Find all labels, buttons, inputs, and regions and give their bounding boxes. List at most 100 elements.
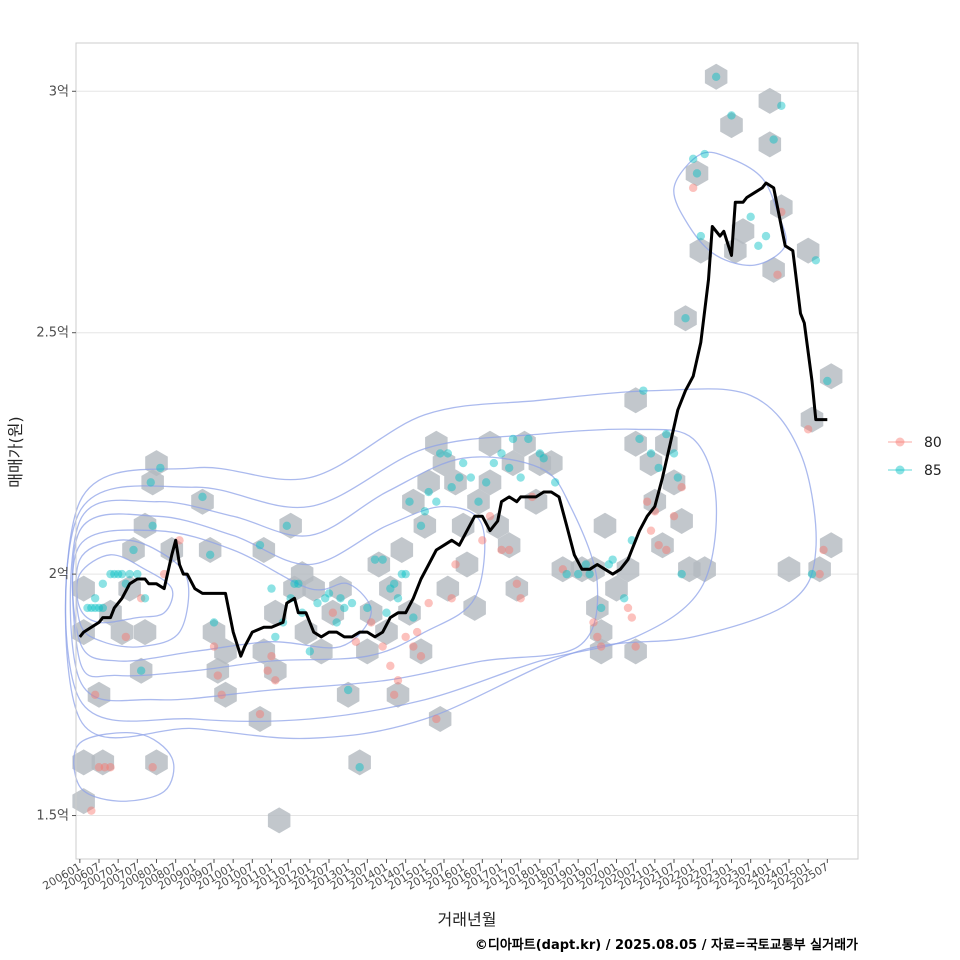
plot-panel-border (75, 42, 859, 860)
hexbin-cell (444, 469, 467, 496)
hexbin-cell (455, 551, 479, 578)
hexbin-cell (141, 469, 164, 496)
hexbin-cell (777, 556, 801, 583)
point-80 (589, 618, 598, 627)
point-85 (639, 386, 648, 395)
point-85 (696, 231, 706, 241)
point-85 (761, 231, 771, 241)
hexbin-cell (206, 657, 230, 684)
point-80 (100, 763, 109, 772)
point-80 (378, 642, 387, 651)
point-85 (823, 376, 832, 386)
point-85 (125, 569, 134, 579)
point-80 (596, 642, 606, 651)
hexbin-cell (796, 237, 820, 264)
point-85 (692, 169, 702, 178)
point-80 (623, 603, 633, 613)
hexbin-cell (731, 218, 755, 245)
point-85 (807, 569, 817, 579)
legend-key-85 (895, 465, 905, 475)
point-85 (746, 212, 755, 222)
hexbin-cell (321, 599, 345, 626)
hexbin-cell (367, 551, 391, 578)
hexbin-cell (413, 512, 437, 539)
point-85 (324, 589, 334, 598)
point-85 (146, 478, 155, 487)
hexbin-cell (428, 706, 452, 732)
point-80 (447, 594, 456, 603)
hexbin-cell (505, 575, 529, 602)
point-80 (516, 594, 525, 603)
point-80 (366, 618, 376, 627)
point-85 (443, 449, 453, 458)
hexbin-cell (616, 556, 640, 583)
y-tick-label: 1.5억 (36, 809, 69, 824)
point-85 (343, 685, 353, 695)
point-85 (581, 560, 591, 569)
hexbin-cell (685, 160, 709, 187)
hexbin-cell (198, 537, 222, 563)
density-contour (69, 456, 599, 702)
hexbin-cell (252, 638, 276, 665)
hexbin-cell (110, 619, 134, 646)
density-contour (71, 529, 372, 662)
point-85 (727, 111, 736, 120)
hexbin-cell (279, 512, 302, 539)
legend-key-80 (895, 437, 905, 447)
point-85 (129, 545, 138, 555)
density-contour (75, 539, 190, 648)
hexbin-cell (693, 556, 716, 583)
hexbin-cell (122, 537, 145, 563)
point-80 (351, 637, 361, 646)
point-85 (267, 584, 276, 593)
point-80 (627, 613, 637, 622)
point-85 (608, 555, 617, 564)
legend: 80 85 (888, 435, 942, 479)
point-85 (474, 497, 483, 506)
point-80 (815, 569, 824, 579)
point-80 (478, 536, 487, 545)
point-80 (593, 632, 602, 642)
point-85 (90, 603, 100, 613)
hexbin-cell (463, 594, 486, 621)
hexbin-cell (624, 638, 647, 665)
point-80 (209, 642, 219, 651)
point-85 (294, 579, 303, 588)
point-85 (535, 449, 545, 458)
point-85 (198, 492, 207, 502)
point-85 (539, 454, 548, 463)
point-80 (217, 690, 226, 700)
point-85 (466, 473, 476, 482)
point-80 (424, 598, 433, 608)
hexbin-cell (417, 469, 440, 496)
hexbin-cell (501, 450, 525, 477)
point-85 (90, 594, 100, 603)
legend-label: 85 (924, 463, 942, 479)
point-85 (94, 603, 104, 613)
point-80 (87, 806, 96, 815)
hexbin-cell (133, 512, 157, 539)
density-contour (64, 428, 718, 723)
point-80 (401, 632, 410, 642)
point-85 (516, 473, 525, 482)
point-85 (688, 154, 698, 164)
hexbin-cell (651, 532, 674, 559)
hexbin-cell (720, 112, 743, 139)
point-85 (811, 256, 821, 265)
point-85 (447, 483, 456, 492)
point-85 (117, 569, 127, 579)
point-80 (136, 594, 146, 603)
point-80 (432, 714, 441, 724)
hexbin-cell (356, 638, 379, 665)
hexbin-cell (129, 657, 153, 684)
point-80 (654, 540, 663, 550)
point-80 (819, 545, 828, 555)
hexbin-cell (264, 657, 287, 684)
hexbin-cell (402, 488, 425, 515)
point-85 (389, 579, 399, 588)
point-85 (646, 449, 656, 458)
point-80 (677, 483, 686, 492)
hexbin-cell (390, 537, 414, 563)
point-80 (646, 526, 656, 535)
